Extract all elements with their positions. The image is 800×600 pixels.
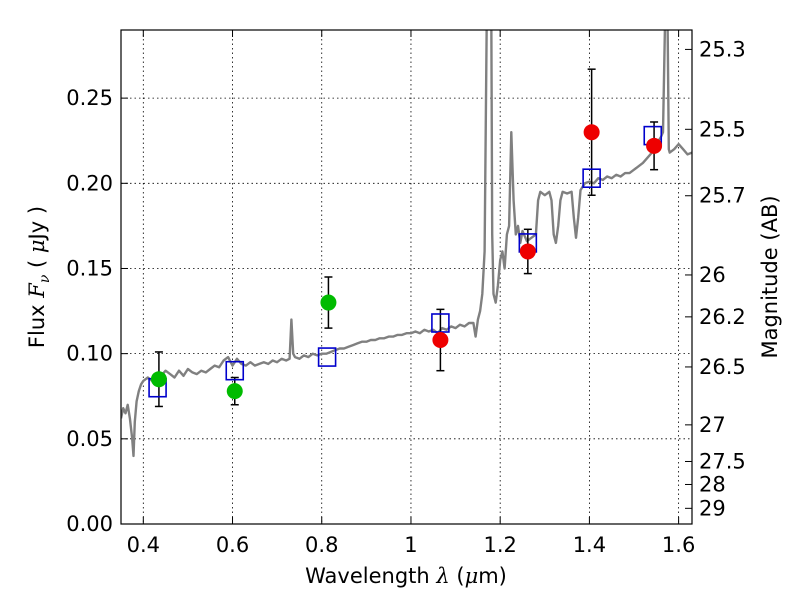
observed-flux-point	[646, 137, 663, 154]
y2-tick-label: 26	[699, 263, 726, 287]
y-axis-title: Flux Fν ( μJy )	[25, 206, 53, 348]
y2-tick-label: 26.2	[699, 305, 746, 329]
y2-axis-title: Magnitude (AB)	[758, 195, 782, 358]
y2-tick-label: 25.7	[699, 184, 746, 208]
model-flux-square	[431, 313, 450, 333]
x-tick-labels: 0.4 0.6 0.8 1 1.2 1.4 1.6	[127, 533, 696, 557]
observed-flux-point	[583, 124, 600, 141]
x-tick-label: 1.2	[483, 533, 516, 557]
axis-ticks	[121, 30, 692, 525]
y-tick-label: 0.25	[66, 86, 113, 110]
model-flux-square	[317, 347, 337, 367]
observed-flux-point	[150, 371, 167, 388]
y-tick-label: 0.05	[66, 427, 113, 451]
x-tick-label: 0.8	[305, 533, 338, 557]
observed-flux-point	[320, 294, 337, 311]
y-tick-label: 0.15	[66, 256, 113, 280]
y2-tick-label: 28	[699, 472, 726, 496]
model-spectrum-layer	[121, 30, 692, 458]
x-tick-label: 0.6	[216, 533, 249, 557]
model-flux-square	[582, 168, 601, 188]
observed-flux-point	[226, 383, 243, 400]
x-axis-title: Wavelength λ (μm)	[305, 564, 507, 588]
model-spectrum-line	[121, 30, 692, 458]
x-tick-label: 1.6	[662, 533, 695, 557]
y2-tick-label: 29	[699, 496, 726, 520]
y-tick-label: 0.00	[66, 512, 113, 536]
y2-tick-label: 27	[699, 413, 726, 437]
y-tick-label: 0.20	[66, 171, 113, 195]
grid-lines	[121, 30, 692, 524]
x-tick-label: 0.4	[127, 533, 160, 557]
x-tick-label: 1	[404, 533, 417, 557]
y2-tick-label: 27.5	[699, 449, 746, 473]
data-markers	[148, 124, 663, 400]
y-tick-label: 0.10	[66, 342, 113, 366]
observed-flux-point	[519, 243, 536, 260]
y2-tick-label: 25.5	[699, 117, 746, 141]
y2-tick-label: 25.3	[699, 37, 746, 61]
plot-frame	[120, 29, 693, 525]
y2-tick-label: 26.5	[699, 355, 746, 379]
y-tick-labels: 0.00 0.05 0.10 0.15 0.20 0.25	[66, 86, 113, 536]
x-tick-label: 1.4	[573, 533, 606, 557]
model-flux-square	[225, 360, 245, 381]
observed-flux-point	[432, 332, 449, 349]
error-bars	[154, 68, 659, 408]
